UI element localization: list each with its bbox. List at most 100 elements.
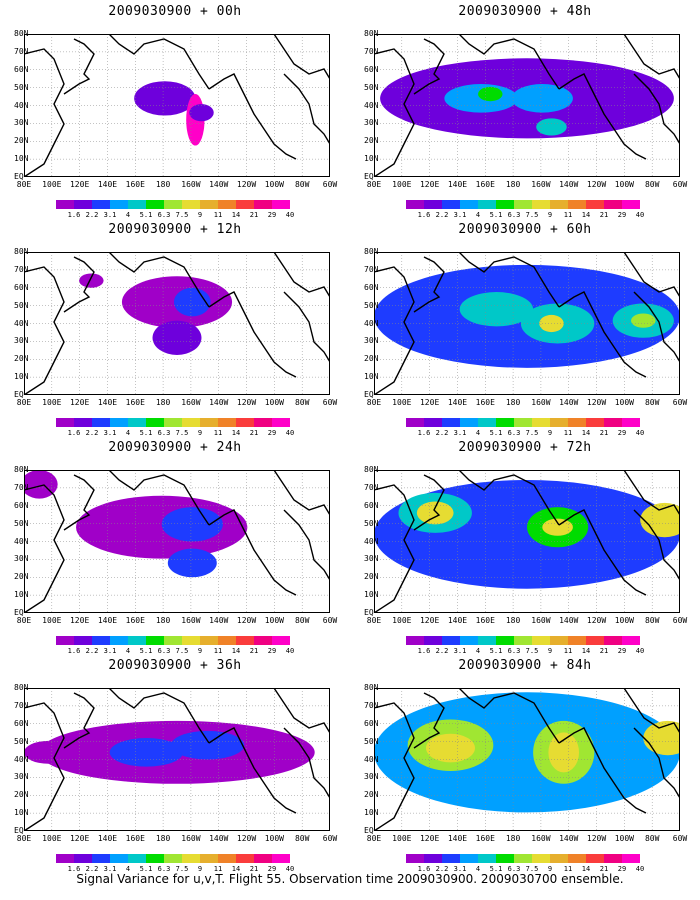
lat-label: 50N [14, 82, 29, 92]
lon-label: 60W [322, 616, 338, 625]
map-area: 80N 70N 60N 50N 40N 30N 20N 10N EQ 80E 100E 120E 140… [364, 465, 690, 625]
lat-label: 10N [14, 590, 29, 600]
coastline [23, 266, 65, 396]
lat-label: 30N [364, 554, 379, 564]
colorbar-label: 6.3 [507, 647, 521, 655]
colorbar-label: 6.3 [157, 429, 171, 437]
colorbar-swatch [604, 636, 622, 645]
lat-label: 70N [14, 264, 29, 274]
lat-label: 50N [14, 736, 29, 746]
lat-label: 70N [14, 482, 29, 492]
colorbar-label: 14 [581, 865, 591, 873]
variance-contour [478, 86, 503, 102]
lat-label: 20N [14, 572, 29, 582]
lat-label: 50N [364, 300, 379, 310]
lon-label: 80E [366, 398, 382, 407]
lat-label: 80N [14, 29, 29, 38]
variance-contour [459, 292, 534, 327]
map-plot [20, 469, 331, 614]
colorbar-swatch [146, 854, 164, 863]
colorbar-swatch [514, 418, 532, 427]
lon-label: 80E [16, 834, 32, 843]
lon-label: 160E [475, 834, 495, 843]
colorbar-label: 9 [197, 647, 203, 655]
lon-label: 80W [294, 180, 310, 189]
colorbar-label: 2.2 [435, 647, 449, 655]
lat-label: 40N [364, 100, 379, 110]
lon-label: 100W [614, 180, 634, 189]
map-panel: 2009030900 + 36h 80N 70N 60N 50N 40N 30N 20N 10N… [0, 658, 350, 876]
coastline [633, 291, 681, 363]
colorbar-label: 6.3 [157, 211, 171, 219]
colorbar-label: 21 [599, 211, 609, 219]
lon-label: 100E [392, 180, 412, 189]
lon-label: 100W [264, 834, 284, 843]
colorbar-swatch [164, 854, 182, 863]
lat-label: 40N [14, 100, 29, 110]
lon-label: 120W [236, 398, 257, 407]
coastline [63, 256, 95, 313]
lon-label: 120E [69, 398, 90, 407]
lon-label: 160W [181, 398, 201, 407]
lon-label: 80E [16, 616, 32, 625]
lon-label: 100W [614, 616, 634, 625]
coastline [208, 73, 297, 160]
colorbar-label: 2.2 [435, 865, 449, 873]
lon-label: 60W [322, 180, 338, 189]
lat-label: 80N [364, 465, 379, 474]
map-panel: 2009030900 + 72h 80N 70N 60N 50N 40N 30N 20N 10N… [350, 440, 700, 658]
lon-label: 100E [392, 398, 412, 407]
lon-label: 100W [614, 398, 634, 407]
colorbar-swatch [92, 636, 110, 645]
colorbar-label: 5.1 [139, 865, 153, 873]
coastline [413, 256, 445, 313]
colorbar-label: 5.1 [489, 429, 503, 437]
lon-label: 160E [125, 616, 145, 625]
colorbar-swatch [74, 418, 92, 427]
colorbar-swatch [586, 854, 604, 863]
variance-contour [542, 518, 573, 536]
lat-label: 80N [14, 683, 29, 692]
map-area: 80N 70N 60N 50N 40N 30N 20N 10N EQ 80E 100E 120E 140… [364, 29, 687, 189]
colorbar-label: 21 [599, 865, 609, 873]
lon-label: 180 [155, 180, 171, 189]
lon-label: 160E [475, 398, 495, 407]
colorbar-label: 9 [547, 429, 553, 437]
colorbar-swatch [622, 854, 640, 863]
coastline [623, 33, 681, 80]
coastline [273, 687, 331, 734]
coastline [208, 727, 297, 814]
map-plot [23, 33, 331, 178]
colorbar-swatch [236, 854, 254, 863]
lat-label: 70N [364, 700, 379, 710]
colorbar-label: 2.2 [435, 211, 449, 219]
map-area: 80N 70N 60N 50N 40N 30N 20N 10N EQ 80E 100E 120E 140… [14, 683, 337, 843]
coastline [108, 469, 210, 526]
colorbar-label: 4 [125, 865, 131, 873]
colorbar-swatch [514, 854, 532, 863]
lon-label: 140E [97, 616, 118, 625]
lon-label: 120E [419, 834, 440, 843]
map-frame [24, 34, 330, 177]
colorbar-label: 4 [125, 211, 131, 219]
colorbar-swatch [460, 418, 478, 427]
colorbar-label: 3.1 [103, 429, 117, 437]
colorbar-label: 6.3 [507, 429, 521, 437]
colorbar-swatch [586, 418, 604, 427]
colorbar-label: 9 [547, 211, 553, 219]
coastline [633, 509, 681, 581]
lat-label: 80N [364, 29, 379, 38]
variance-contour [20, 470, 58, 499]
panel-title: 2009030900 + 00h [108, 4, 242, 19]
colorbar-swatch [110, 418, 128, 427]
colorbar-swatch [532, 418, 550, 427]
coastline [23, 702, 65, 832]
lon-label: 180 [155, 834, 171, 843]
colorbar-label: 1.6 [417, 647, 431, 655]
lon-label: 100W [264, 616, 284, 625]
map-area: 80N 70N 60N 50N 40N 30N 20N 10N EQ 80E 100E 120E 140… [364, 247, 687, 407]
variance-contour [109, 738, 184, 767]
colorbar-swatch [272, 636, 290, 645]
coastline [373, 266, 415, 396]
map-panel: 2009030900 + 24h 80N 70N 60N 50N 40N 30N 20N 10N… [0, 440, 350, 658]
